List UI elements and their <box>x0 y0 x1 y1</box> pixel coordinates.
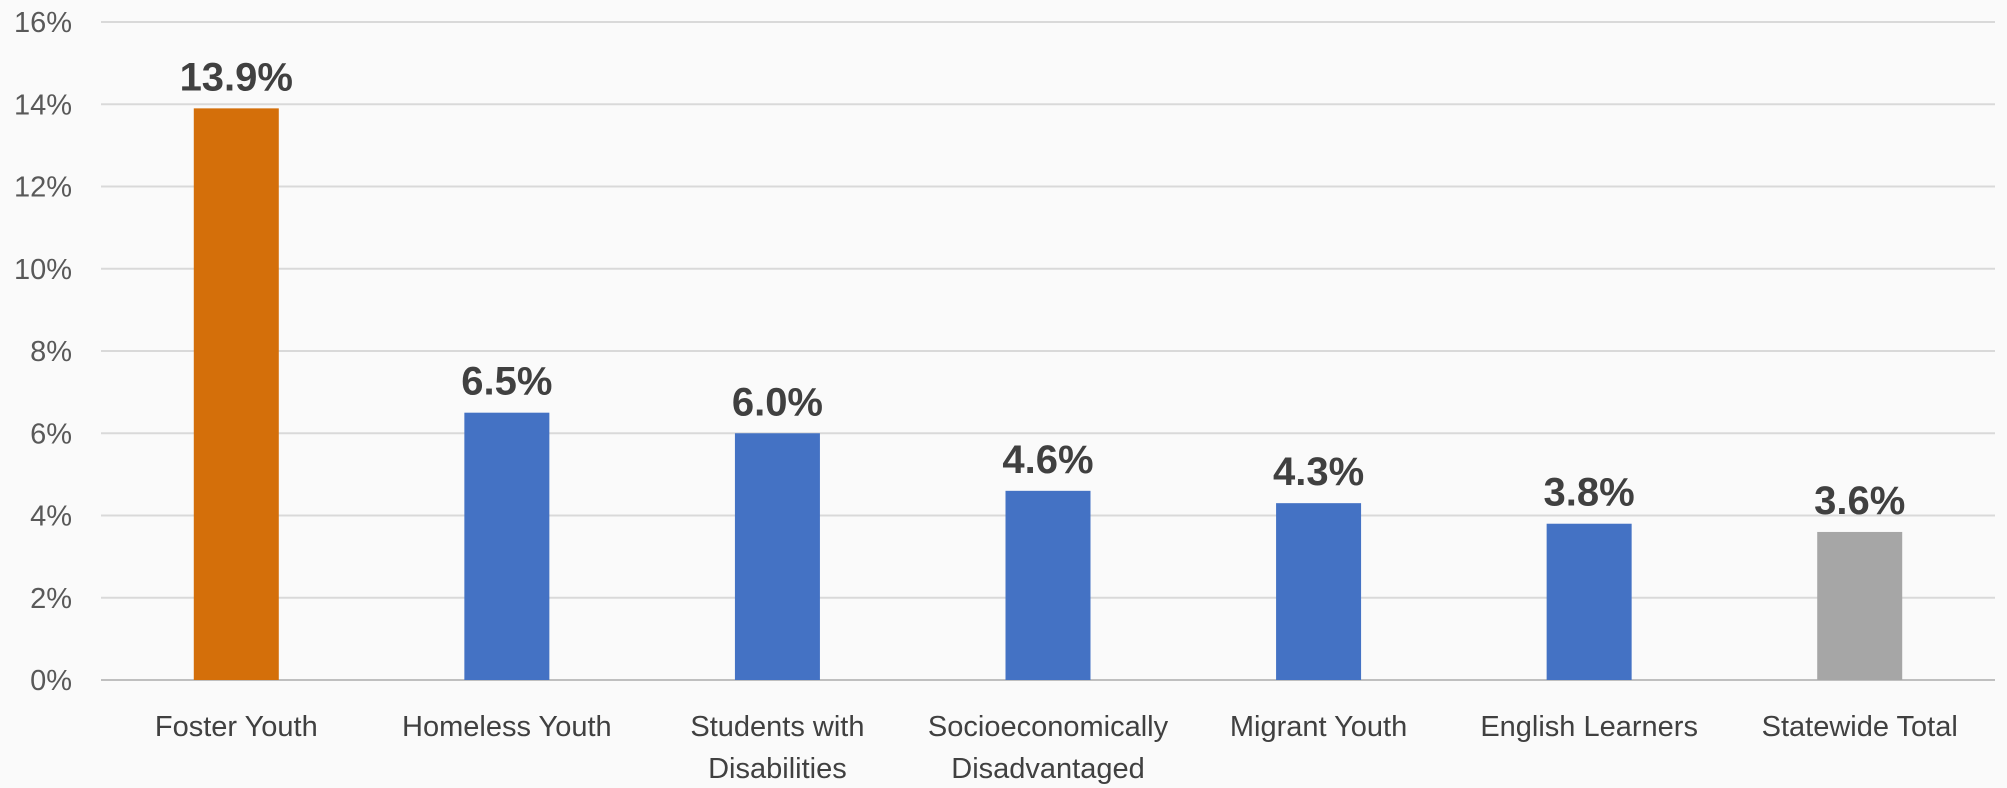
x-category-label: Foster Youth <box>155 711 318 743</box>
y-tick-label: 6% <box>30 418 72 450</box>
bar <box>1005 490 1091 680</box>
x-category-label: English Learners <box>1480 711 1698 743</box>
y-tick-label: 0% <box>30 665 72 697</box>
bar <box>1276 503 1362 680</box>
data-label: 6.5% <box>461 360 552 404</box>
bar <box>193 108 279 681</box>
x-category-label: Students with <box>690 711 864 743</box>
x-category-label: Homeless Youth <box>402 711 612 743</box>
bar <box>1546 523 1632 680</box>
data-label: 3.8% <box>1544 471 1635 515</box>
x-category-label: Statewide Total <box>1762 711 1958 743</box>
x-category-label: Disadvantaged <box>951 753 1144 785</box>
data-label: 4.6% <box>1002 438 1093 482</box>
y-tick-label: 8% <box>30 336 72 368</box>
y-tick-label: 2% <box>30 583 72 615</box>
x-category-label: Disabilities <box>708 753 847 785</box>
y-tick-label: 14% <box>14 89 72 121</box>
data-label: 3.6% <box>1814 479 1905 523</box>
x-category-label: Socioeconomically <box>928 711 1169 743</box>
bar <box>464 412 550 680</box>
data-label: 13.9% <box>180 55 293 99</box>
x-category-label: Migrant Youth <box>1230 711 1407 743</box>
y-tick-label: 16% <box>14 7 72 39</box>
y-tick-label: 12% <box>14 172 72 204</box>
y-tick-label: 10% <box>14 254 72 286</box>
data-label: 4.3% <box>1273 450 1364 494</box>
data-label: 6.0% <box>732 380 823 424</box>
y-tick-label: 4% <box>30 501 72 533</box>
bar <box>1817 531 1903 680</box>
bar <box>734 433 820 680</box>
